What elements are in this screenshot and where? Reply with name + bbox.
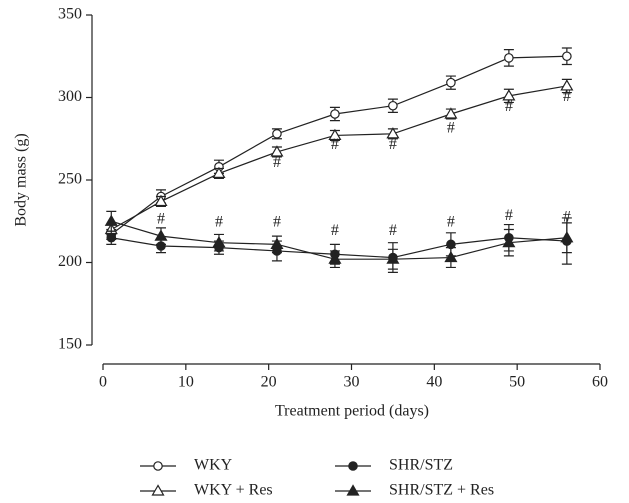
x-tick-label: 20 [261, 374, 277, 391]
marker [154, 229, 168, 241]
marker [444, 107, 458, 119]
marker [272, 129, 282, 139]
marker [212, 166, 226, 178]
marker [446, 77, 456, 88]
legend-marker [153, 461, 163, 471]
marker [328, 128, 342, 141]
x-tick-label: 40 [426, 374, 442, 391]
marker [386, 127, 400, 139]
annotation: # [331, 136, 339, 153]
marker [104, 214, 118, 226]
marker [106, 232, 117, 243]
legend-marker [346, 484, 360, 496]
marker [388, 100, 398, 111]
legend-label: SHR/STZ [389, 457, 453, 474]
annotation: # [273, 214, 281, 231]
y-tick-label: 150 [58, 336, 82, 353]
annotation: # [215, 214, 223, 231]
annotation: # [563, 88, 571, 105]
marker [270, 237, 284, 249]
marker [560, 79, 574, 91]
marker [212, 236, 226, 248]
x-tick-label: 60 [592, 374, 608, 391]
marker [502, 236, 516, 248]
legend-label: WKY + Res [194, 482, 273, 499]
marker [330, 109, 340, 119]
annotation: # [447, 214, 455, 231]
annotation: # [447, 120, 455, 137]
annotation: # [273, 154, 281, 171]
y-tick-label: 350 [58, 6, 82, 23]
marker [502, 89, 516, 101]
y-tick-label: 300 [58, 88, 82, 105]
marker [562, 51, 572, 62]
marker [154, 194, 168, 207]
legend-label: SHR/STZ + Res [389, 482, 494, 499]
marker [444, 250, 458, 263]
marker [560, 231, 574, 243]
annotation: # [563, 209, 571, 226]
x-tick-label: 0 [99, 374, 107, 391]
marker [504, 53, 514, 63]
marker [328, 252, 342, 264]
x-tick-label: 30 [344, 374, 360, 391]
x-tick-label: 50 [509, 374, 525, 391]
series-line [110, 55, 567, 235]
legend-marker [151, 484, 165, 496]
annotation: # [157, 210, 165, 227]
x-axis-label: Treatment period (days) [275, 403, 429, 420]
marker [386, 252, 400, 264]
legend-label: WKY [194, 457, 233, 474]
y-tick-label: 200 [58, 253, 82, 270]
annotation: # [505, 98, 513, 115]
x-tick-label: 10 [178, 374, 194, 391]
annotation: # [505, 207, 513, 224]
y-tick-label: 250 [58, 171, 82, 188]
legend-marker [348, 461, 358, 471]
annotation: # [389, 222, 397, 239]
marker [270, 145, 284, 157]
annotation: # [389, 136, 397, 153]
y-axis-label: Body mass (g) [13, 133, 30, 226]
annotation: # [331, 222, 339, 239]
